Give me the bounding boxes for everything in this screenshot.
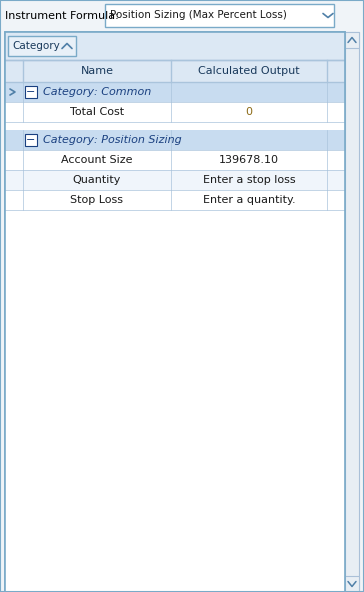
- Text: Calculated Output: Calculated Output: [198, 66, 300, 76]
- Text: Account Size: Account Size: [61, 155, 133, 165]
- Bar: [5, 82, 345, 102]
- Text: Total Cost: Total Cost: [70, 107, 124, 117]
- Text: Instrument Formula:: Instrument Formula:: [5, 11, 119, 21]
- Text: −: −: [26, 87, 36, 97]
- Text: 139678.10: 139678.10: [219, 155, 279, 165]
- Text: Category: Category: [12, 41, 60, 51]
- Bar: [5, 122, 345, 130]
- Bar: [0, 0, 364, 32]
- Bar: [5, 170, 345, 190]
- Text: 0: 0: [245, 107, 253, 117]
- Text: −: −: [26, 135, 36, 145]
- Text: Category: Position Sizing: Category: Position Sizing: [43, 135, 182, 145]
- Text: Name: Name: [80, 66, 114, 76]
- Text: Position Sizing (Max Percent Loss): Position Sizing (Max Percent Loss): [110, 11, 287, 21]
- Bar: [5, 102, 345, 122]
- Text: Enter a stop loss: Enter a stop loss: [203, 175, 295, 185]
- Text: Quantity: Quantity: [73, 175, 121, 185]
- Bar: [345, 32, 359, 48]
- Bar: [5, 60, 345, 82]
- Text: Enter a quantity.: Enter a quantity.: [203, 195, 295, 205]
- Bar: [105, 4, 334, 27]
- Text: Category: Common: Category: Common: [43, 87, 151, 97]
- Bar: [5, 150, 345, 170]
- Bar: [345, 576, 359, 592]
- Bar: [5, 32, 345, 60]
- Bar: [5, 190, 345, 210]
- Text: Stop Loss: Stop Loss: [71, 195, 123, 205]
- Bar: [5, 210, 345, 592]
- Bar: [345, 32, 359, 592]
- Bar: [8, 36, 76, 56]
- Bar: [5, 130, 345, 150]
